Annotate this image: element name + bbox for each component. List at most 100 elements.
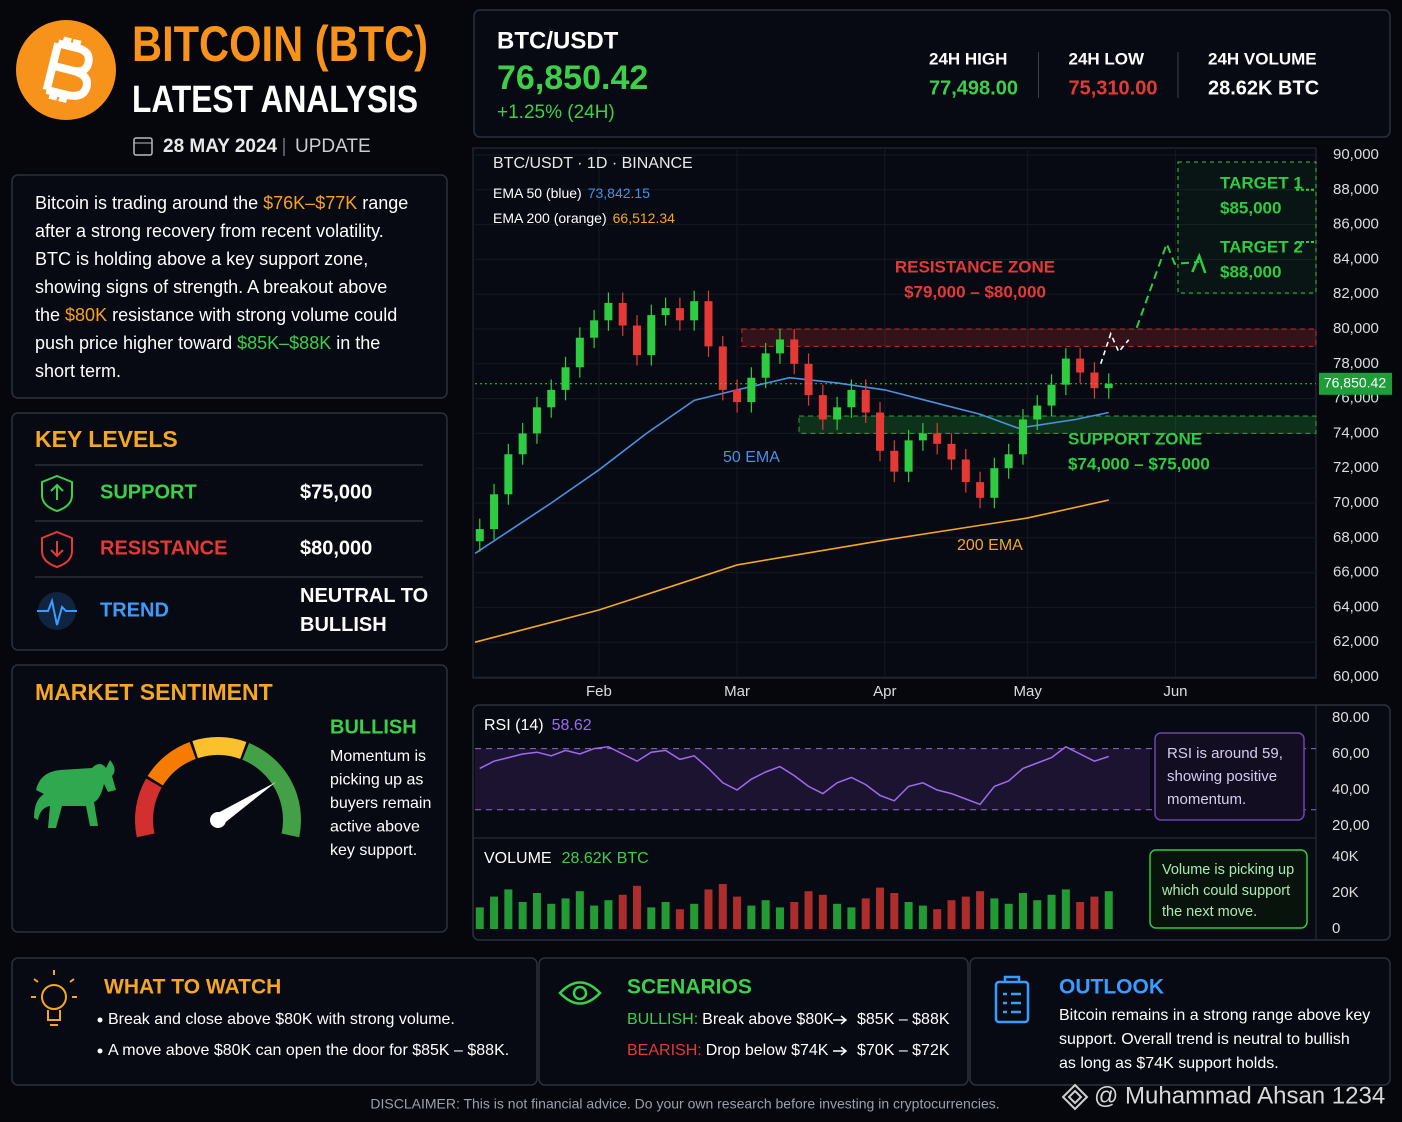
y-tick-label: 80.00 — [1332, 709, 1370, 726]
volume-bar — [818, 894, 827, 929]
y-tick-label: 60,00 — [1332, 745, 1370, 762]
scenario-target: $85K – $88K — [857, 1011, 950, 1028]
volume-bar — [904, 902, 913, 929]
candle-body — [575, 337, 584, 368]
clipboard-icon — [994, 980, 1030, 1024]
volume-bar — [1061, 889, 1070, 929]
volume-bar — [490, 896, 499, 929]
volume-bar — [804, 891, 813, 929]
projection-head — [1191, 252, 1207, 274]
candle-body — [818, 395, 827, 420]
gauge-arc — [147, 742, 197, 786]
outlook-line: as long as $74K support holds. — [1059, 1055, 1279, 1072]
text-segment: resistance with strong volume could — [107, 305, 397, 325]
zone-range: $74,000 – $75,000 — [1068, 454, 1210, 473]
rsi-note: RSI is around 59, — [1167, 745, 1283, 762]
text-segment: 28.62K BTC — [562, 850, 649, 867]
subtitle: LATEST ANALYSIS — [132, 79, 418, 121]
candle-body — [518, 433, 527, 455]
y-tick-label: 64,000 — [1333, 598, 1379, 615]
rsi-note: momentum. — [1167, 791, 1246, 808]
zone — [798, 415, 1317, 434]
candle-body — [861, 389, 870, 413]
sentiment-text: picking up as — [330, 772, 423, 789]
candle-body — [761, 353, 770, 378]
bulb-icon — [41, 984, 67, 1010]
target-name: TARGET 1 — [1220, 173, 1303, 192]
ema-legend: EMA 200 (orange) 66,512.34 — [493, 210, 675, 226]
text-segment: BTC is holding above a key support zone, — [35, 249, 368, 269]
volume-bar — [861, 898, 870, 929]
ema-annotation: 200 EMA — [957, 537, 1023, 554]
text-segment: $76K–$77K — [263, 193, 357, 213]
text-segment: Bitcoin is trading around the — [35, 193, 263, 213]
candle-body — [990, 468, 999, 498]
ema-line — [474, 376, 1109, 555]
target-box — [1177, 161, 1317, 294]
gauge-arc — [135, 778, 162, 838]
volume-bar — [1004, 903, 1013, 929]
candle-body — [633, 325, 642, 356]
level-value: $75,000 — [300, 481, 372, 503]
candle-body — [1047, 384, 1056, 406]
gauge-hub — [210, 812, 226, 828]
candle-body — [847, 389, 856, 408]
text-segment: 58.62 — [552, 717, 592, 734]
disclaimer: DISCLAIMER: This is not financial advice… — [370, 1096, 999, 1112]
last-price-label: 76,850.42 — [1324, 375, 1386, 391]
text-segment: short term. — [35, 361, 121, 381]
section-title: MARKET SENTIMENT — [35, 679, 273, 705]
volume-bar — [690, 903, 699, 929]
candle-body — [490, 494, 499, 530]
text-segment: showing signs of strength. A breakout ab… — [35, 277, 387, 297]
text-segment: $85K–$88K — [237, 333, 331, 353]
text-segment: Drop below $74K — [706, 1042, 829, 1059]
panel — [473, 9, 1391, 138]
volume-bar — [661, 902, 670, 929]
candle-body — [604, 302, 613, 321]
price: 76,850.42 — [497, 59, 648, 97]
candle-body — [976, 482, 985, 498]
sentiment-text: buyers remain — [330, 795, 431, 812]
volume-bar — [918, 905, 927, 929]
level-label: RESISTANCE — [100, 537, 227, 559]
watch-item: A move above $80K can open the door for … — [108, 1042, 509, 1059]
y-tick-label: 80,000 — [1333, 320, 1379, 337]
trend-icon-bg — [38, 592, 76, 630]
volume-bar — [947, 900, 956, 929]
target-value: $88,000 — [1220, 262, 1281, 281]
stat-label: 24H HIGH — [929, 49, 1007, 68]
candle-body — [1076, 358, 1085, 373]
y-tick-label: 78,000 — [1333, 355, 1379, 372]
stat-label: 24H VOLUME — [1208, 49, 1317, 68]
text-segment: in the — [331, 333, 380, 353]
y-tick-label: 86,000 — [1333, 216, 1379, 233]
candle-body — [804, 363, 813, 396]
sentiment-status: BULLISH — [330, 716, 417, 738]
volume-bar — [775, 907, 784, 929]
section-title: WHAT TO WATCH — [104, 976, 281, 999]
candle-body — [918, 433, 927, 441]
price-change: +1.25% (24H) — [497, 102, 615, 123]
candle-body — [532, 407, 541, 434]
candle-body — [733, 389, 742, 403]
zone-range: $79,000 – $80,000 — [904, 282, 1046, 301]
panel — [969, 957, 1391, 1086]
target-value: $85,000 — [1220, 198, 1281, 217]
arrow-icon — [50, 483, 64, 500]
summary-line: Bitcoin is trading around the $76K–$77K … — [35, 193, 408, 213]
eye-icon — [558, 981, 602, 1005]
y-tick-label: 70,000 — [1333, 494, 1379, 511]
sentiment-text: key support. — [330, 842, 417, 859]
note-box — [1154, 732, 1305, 821]
date: 28 MAY 2024 — [163, 136, 278, 157]
panel — [11, 957, 538, 1086]
level-label: TREND — [100, 599, 169, 621]
summary-line: short term. — [35, 361, 121, 381]
volume-bar — [718, 884, 727, 929]
rsi-title: RSI (14) 58.62 — [484, 717, 592, 734]
volume-bar — [518, 902, 527, 929]
volume-bar — [1047, 894, 1056, 929]
sentiment-text: Momentum is — [330, 748, 426, 765]
outlook-line: Bitcoin remains in a strong range above … — [1059, 1007, 1370, 1024]
